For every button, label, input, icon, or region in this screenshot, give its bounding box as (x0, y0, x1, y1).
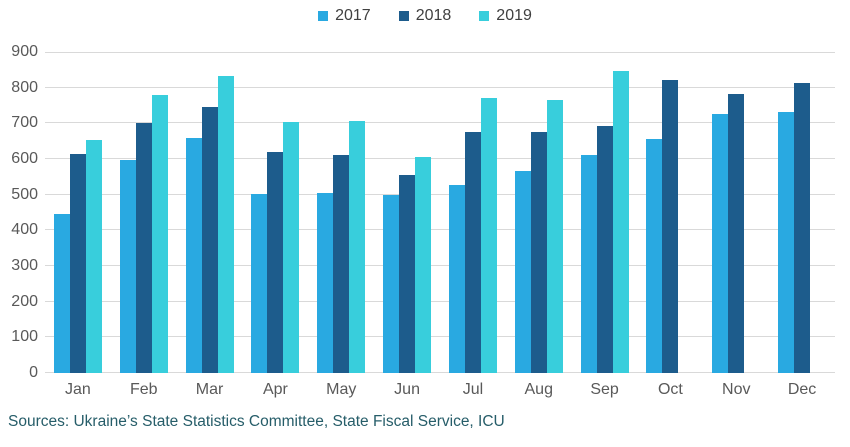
bar-nov-2018 (728, 93, 745, 373)
bar-aug-2018 (530, 131, 547, 373)
x-axis-label-apr: Apr (262, 381, 288, 398)
legend-item-2019: 2019 (479, 7, 532, 25)
legend-item-2018: 2018 (398, 7, 452, 25)
x-axis-label-may: May (326, 381, 357, 398)
gridline-0 (45, 372, 835, 373)
bar-jan-2017 (53, 214, 70, 373)
bar-mar-2019 (217, 76, 234, 373)
bar-oct-2017 (646, 139, 663, 373)
legend-label-2019: 2019 (496, 7, 532, 24)
bar-dec-2018 (794, 83, 811, 373)
gridline-700 (45, 122, 835, 124)
source-note: Sources: Ukraine’s State Statistics Comm… (8, 413, 505, 430)
bar-feb-2017 (119, 159, 136, 373)
bar-apr-2018 (267, 151, 284, 373)
x-axis-label-feb: Feb (129, 381, 158, 398)
bar-feb-2019 (151, 94, 168, 373)
gridline-100 (45, 336, 835, 338)
x-axis: Jan Feb Mar Apr May Jun Jul Aug Sep Oct Nov Dec (45, 381, 835, 401)
gridline-300 (45, 265, 835, 266)
gridline-400 (45, 229, 835, 231)
bar-may-2017 (317, 192, 334, 373)
x-axis-label-dec: Dec (787, 381, 817, 398)
bar-jan-2019 (85, 140, 102, 373)
bar-oct-2018 (662, 79, 679, 373)
y-axis-label-700: 700 (11, 114, 38, 132)
gridline-900 (45, 52, 835, 53)
bar-jul-2017 (448, 185, 465, 373)
bar-jun-2017 (383, 194, 400, 373)
bar-sep-2018 (596, 126, 613, 373)
bar-dec-2017 (778, 111, 795, 373)
plot-area (45, 52, 835, 373)
gridline-600 (45, 158, 835, 159)
bar-aug-2019 (546, 100, 563, 373)
bar-feb-2018 (135, 123, 152, 373)
gridline-500 (45, 193, 835, 195)
bar-jan-2018 (69, 153, 86, 373)
bar-jul-2018 (464, 132, 481, 373)
bar-may-2018 (333, 154, 350, 373)
x-axis-label-oct: Oct (657, 381, 683, 398)
y-axis: 0 100 200 300 400 500 600 700 800 900 (0, 43, 38, 381)
bar-sep-2019 (612, 71, 629, 373)
bar-apr-2019 (283, 122, 300, 373)
bar-jul-2019 (480, 98, 497, 373)
bar-mar-2018 (201, 107, 218, 373)
gridline-800 (45, 86, 835, 88)
y-axis-label-800: 800 (11, 78, 38, 96)
legend-label-2018: 2018 (415, 7, 452, 24)
x-axis-label-jun: Jun (394, 381, 420, 398)
bar-may-2019 (349, 120, 366, 373)
chart-legend: 2017 2018 2019 (0, 7, 850, 25)
y-axis-label-300: 300 (11, 257, 38, 274)
legend-swatch-2017-icon (318, 11, 329, 21)
bar-jun-2018 (399, 175, 416, 373)
bar-apr-2017 (251, 193, 268, 373)
x-axis-label-mar: Mar (195, 381, 224, 398)
bar-sep-2017 (580, 155, 597, 373)
x-axis-label-jan: Jan (65, 381, 91, 398)
y-axis-label-600: 600 (11, 150, 38, 167)
y-axis-label-500: 500 (11, 185, 38, 203)
gridline-200 (45, 300, 835, 302)
bar-aug-2017 (514, 171, 531, 373)
bar-mar-2017 (185, 137, 202, 373)
y-axis-label-900: 900 (11, 43, 38, 60)
y-axis-label-200: 200 (11, 292, 38, 310)
x-axis-label-aug: Aug (524, 381, 553, 398)
y-axis-label-0: 0 (29, 364, 38, 381)
x-axis-label-sep: Sep (590, 381, 619, 398)
y-axis-label-400: 400 (11, 221, 38, 239)
bar-nov-2017 (712, 113, 729, 373)
legend-swatch-2019-icon (479, 11, 490, 21)
bar-jun-2019 (415, 156, 432, 373)
legend-item-2017: 2017 (318, 7, 371, 25)
y-axis-label-100: 100 (11, 328, 38, 346)
x-axis-label-jul: Jul (462, 381, 484, 398)
x-axis-label-nov: Nov (722, 381, 751, 398)
legend-swatch-2018-icon (398, 11, 409, 21)
legend-label-2017: 2017 (335, 7, 371, 24)
